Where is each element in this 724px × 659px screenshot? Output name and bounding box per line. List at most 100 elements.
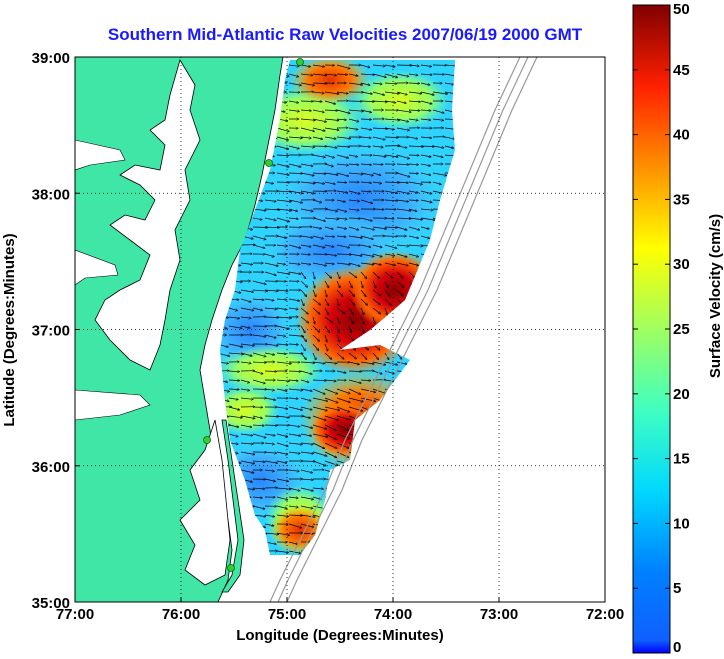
velocity-arrow bbox=[396, 245, 409, 246]
velocity-arrow bbox=[384, 298, 391, 305]
velocity-arrow bbox=[264, 389, 274, 390]
velocity-arrow bbox=[420, 74, 432, 75]
y-tick-label: 37:00 bbox=[32, 323, 70, 340]
velocity-arrow bbox=[372, 298, 380, 305]
velocity-arrow bbox=[312, 488, 323, 489]
velocity-arrow bbox=[300, 110, 311, 111]
velocity-arrow bbox=[288, 424, 300, 427]
velocity-arrow bbox=[240, 362, 251, 363]
velocity-arrow bbox=[288, 65, 299, 66]
velocity-arrow bbox=[324, 352, 332, 359]
velocity-arrow bbox=[264, 416, 279, 417]
velocity-arrow bbox=[324, 172, 338, 175]
velocity-arrow bbox=[276, 245, 287, 246]
velocity-arrow bbox=[288, 163, 301, 167]
colorbar-tick-label: 35 bbox=[673, 191, 690, 208]
velocity-arrow bbox=[300, 334, 307, 341]
velocity-arrow bbox=[432, 172, 447, 176]
velocity-arrow bbox=[324, 181, 335, 184]
velocity-arrow bbox=[384, 253, 395, 256]
velocity-arrow bbox=[360, 388, 376, 392]
velocity-arrow bbox=[384, 200, 398, 201]
velocity-arrow bbox=[228, 433, 238, 437]
velocity-arrow bbox=[336, 91, 348, 94]
velocity-arrow bbox=[228, 424, 239, 427]
velocity-arrow bbox=[264, 425, 278, 426]
velocity-arrow bbox=[312, 64, 324, 67]
velocity-arrow bbox=[348, 190, 360, 194]
velocity-arrow bbox=[360, 119, 371, 120]
velocity-arrow bbox=[288, 271, 301, 274]
velocity-arrow bbox=[276, 317, 291, 318]
velocity-arrow bbox=[288, 218, 298, 219]
velocity-arrow bbox=[348, 127, 358, 130]
velocity-arrow bbox=[264, 181, 274, 184]
velocity-arrow bbox=[360, 137, 371, 138]
velocity-arrow bbox=[312, 199, 322, 203]
velocity-arrow bbox=[396, 262, 408, 266]
velocity-arrow bbox=[312, 352, 316, 360]
velocity-arrow bbox=[324, 271, 332, 278]
colorbar-label: Surface Velocity (cm/s) bbox=[707, 214, 724, 378]
velocity-arrow bbox=[276, 335, 286, 336]
velocity-arrow bbox=[360, 271, 367, 278]
velocity-arrow bbox=[324, 380, 336, 381]
velocity-arrow bbox=[288, 298, 300, 301]
velocity-arrow bbox=[252, 497, 262, 498]
velocity-arrow bbox=[300, 271, 306, 279]
velocity-arrow bbox=[396, 352, 402, 360]
velocity-arrow bbox=[336, 298, 339, 306]
velocity-arrow bbox=[240, 424, 252, 427]
velocity-arrow bbox=[348, 379, 361, 383]
velocity-arrow bbox=[288, 208, 298, 211]
velocity-arrow bbox=[300, 163, 313, 166]
velocity-arrow bbox=[240, 379, 250, 383]
velocity-arrow bbox=[432, 109, 444, 113]
estuary-3 bbox=[75, 389, 151, 421]
velocity-arrow bbox=[336, 406, 350, 412]
velocity-arrow bbox=[408, 245, 423, 246]
velocity-arrow bbox=[432, 119, 444, 120]
velocity-arrow bbox=[276, 406, 288, 409]
velocity-arrow bbox=[396, 145, 407, 148]
velocity-arrow bbox=[300, 64, 310, 67]
velocity-arrow bbox=[220, 352, 230, 356]
velocity-arrow bbox=[396, 127, 409, 130]
velocity-arrow bbox=[288, 190, 303, 193]
velocity-arrow bbox=[372, 289, 381, 296]
velocity-arrow bbox=[348, 361, 359, 364]
velocity-arrow bbox=[228, 415, 242, 418]
velocity-arrow bbox=[252, 299, 264, 300]
velocity-arrow bbox=[336, 172, 349, 176]
velocity-arrow bbox=[312, 406, 327, 411]
velocity-arrow bbox=[312, 92, 324, 93]
velocity-arrow bbox=[312, 262, 327, 266]
velocity-arrow bbox=[372, 101, 387, 102]
velocity-arrow bbox=[408, 235, 419, 238]
velocity-arrow bbox=[384, 190, 398, 193]
velocity-arrow bbox=[372, 370, 382, 374]
velocity-arrow bbox=[276, 433, 288, 437]
velocity-arrow bbox=[288, 334, 304, 336]
velocity-arrow bbox=[324, 316, 333, 323]
velocity-arrow bbox=[408, 226, 420, 230]
velocity-arrow bbox=[324, 334, 327, 342]
velocity-arrow bbox=[360, 182, 371, 183]
velocity-arrow bbox=[444, 65, 455, 66]
velocity-arrow bbox=[444, 109, 455, 113]
velocity-arrow bbox=[324, 307, 329, 315]
velocity-arrow bbox=[312, 325, 320, 332]
velocity-arrow bbox=[300, 406, 312, 410]
isobaths bbox=[269, 57, 538, 602]
velocity-arrow bbox=[396, 226, 407, 230]
x-tick-label: 75:00 bbox=[268, 606, 306, 623]
velocity-arrow bbox=[288, 388, 303, 390]
velocity-arrow bbox=[420, 64, 432, 67]
velocity-arrow bbox=[276, 299, 287, 300]
velocity-arrow bbox=[276, 442, 288, 446]
colorbar-tick-label: 40 bbox=[673, 127, 690, 144]
station-markers bbox=[203, 58, 304, 572]
velocity-arrow bbox=[372, 91, 385, 95]
velocity-arrow bbox=[300, 316, 309, 323]
velocity-arrow bbox=[360, 109, 371, 112]
